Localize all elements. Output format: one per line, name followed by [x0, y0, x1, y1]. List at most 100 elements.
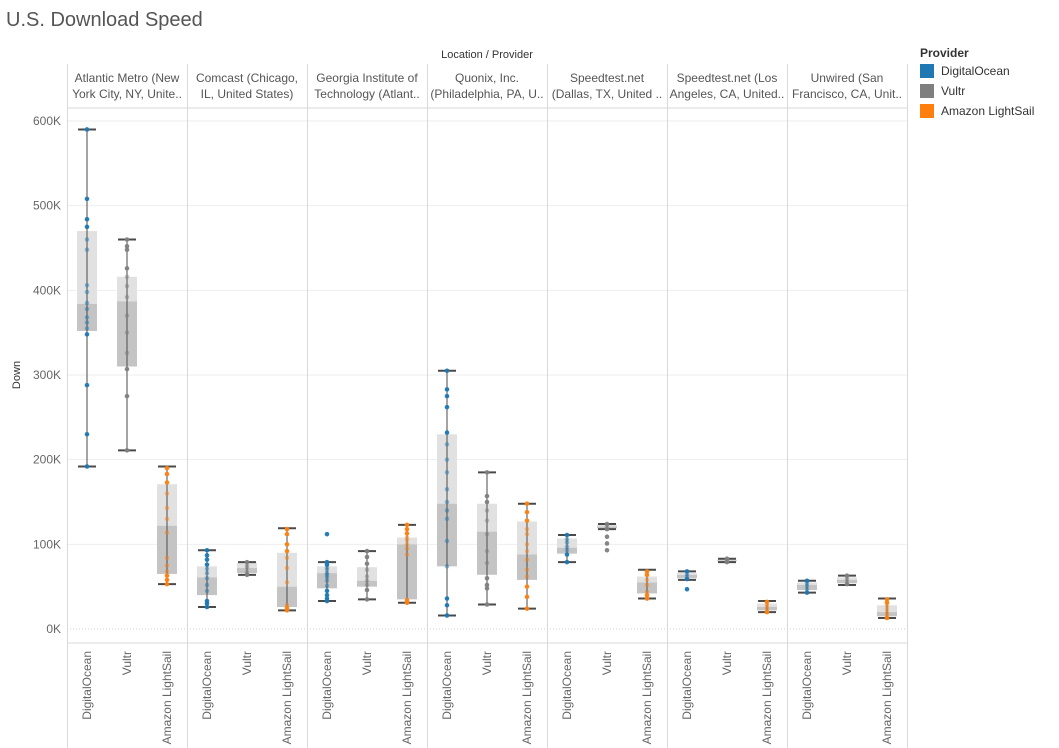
- location-label: Comcast (Chicago,: [196, 71, 298, 85]
- y-tick-label: 300K: [33, 368, 61, 382]
- data-point: [124, 350, 130, 356]
- data-point: [164, 491, 170, 496]
- data-point: [444, 516, 450, 522]
- data-point: [644, 569, 650, 574]
- data-point: [644, 589, 650, 595]
- data-point: [564, 532, 570, 538]
- data-point: [404, 522, 410, 528]
- data-point: [124, 313, 130, 319]
- data-point: [604, 541, 610, 546]
- x-tick-label: Vultr: [720, 651, 734, 675]
- data-point: [364, 587, 370, 593]
- data-point: [84, 431, 90, 437]
- data-point: [484, 531, 490, 537]
- data-point: [204, 588, 210, 594]
- data-point: [284, 531, 290, 537]
- legend-label: Amazon LightSail: [941, 104, 1035, 118]
- data-point: [84, 464, 90, 469]
- data-point: [444, 387, 450, 392]
- data-point: [364, 548, 370, 554]
- data-point: [124, 274, 130, 280]
- data-point: [324, 583, 330, 589]
- data-point: [124, 366, 130, 372]
- x-tick-label: Vultr: [240, 651, 254, 675]
- data-point: [244, 559, 250, 565]
- legend-swatch: [920, 104, 934, 118]
- data-point: [804, 590, 810, 595]
- data-point: [764, 604, 770, 610]
- data-point: [364, 567, 370, 573]
- location-label: (Dallas, TX, United ..: [552, 87, 662, 101]
- x-tick-label: Vultr: [480, 651, 494, 675]
- data-point: [484, 602, 490, 607]
- location-label: Atlantic Metro (New: [75, 71, 180, 85]
- data-point: [804, 578, 810, 584]
- data-point: [244, 565, 250, 571]
- data-point: [684, 574, 690, 579]
- data-point: [364, 574, 370, 579]
- legend-item[interactable]: Amazon LightSail: [920, 101, 1056, 121]
- data-point: [164, 505, 170, 511]
- data-point: [164, 516, 170, 522]
- data-point: [124, 330, 130, 335]
- data-point: [524, 509, 530, 515]
- data-point: [444, 596, 450, 601]
- data-point: [244, 572, 250, 578]
- data-point: [444, 404, 450, 410]
- data-point: [844, 573, 850, 578]
- data-point: [564, 536, 570, 542]
- data-point: [444, 393, 450, 399]
- data-point: [484, 518, 490, 523]
- location-label: Speedtest.net (Los: [677, 71, 778, 85]
- data-point: [204, 575, 210, 581]
- data-point: [324, 567, 330, 573]
- data-point: [204, 582, 210, 588]
- data-point: [444, 602, 450, 608]
- x-tick-label: DigitalOcean: [80, 651, 94, 720]
- data-point: [484, 548, 490, 554]
- data-point: [84, 237, 90, 242]
- data-point: [324, 588, 330, 594]
- data-point: [484, 582, 490, 588]
- data-point: [164, 581, 170, 587]
- data-point: [404, 546, 410, 551]
- data-point: [84, 320, 90, 325]
- data-point: [884, 600, 890, 606]
- data-point: [764, 609, 770, 615]
- y-axis-title: Down: [11, 361, 23, 389]
- legend-item[interactable]: Vultr: [920, 81, 1056, 101]
- data-point: [84, 224, 90, 230]
- data-point: [244, 569, 250, 575]
- data-point: [644, 577, 650, 583]
- x-tick-label: DigitalOcean: [200, 651, 214, 720]
- data-point: [364, 554, 370, 560]
- data-point: [84, 326, 90, 331]
- data-point: [324, 570, 330, 576]
- x-tick-label: Vultr: [840, 651, 854, 675]
- y-tick-label: 500K: [33, 199, 61, 213]
- data-point: [444, 430, 450, 435]
- data-point: [604, 547, 610, 553]
- x-tick-label: Amazon LightSail: [160, 651, 174, 744]
- data-point: [844, 578, 850, 584]
- data-point: [164, 563, 170, 568]
- legend-item[interactable]: DigitalOcean: [920, 61, 1056, 81]
- data-point: [284, 605, 290, 611]
- data-point: [884, 603, 890, 609]
- data-point: [284, 548, 290, 554]
- data-point: [524, 518, 530, 523]
- data-point: [164, 480, 170, 485]
- data-point: [124, 266, 130, 271]
- data-point: [124, 237, 130, 242]
- x-tick-label: Vultr: [120, 651, 134, 675]
- data-point: [484, 499, 490, 505]
- data-point: [524, 584, 530, 589]
- data-point: [524, 501, 530, 506]
- data-point: [684, 576, 690, 582]
- data-point: [484, 560, 490, 566]
- x-tick-label: DigitalOcean: [320, 651, 334, 720]
- legend-swatch: [920, 64, 934, 78]
- data-point: [84, 282, 90, 288]
- data-point: [804, 586, 810, 592]
